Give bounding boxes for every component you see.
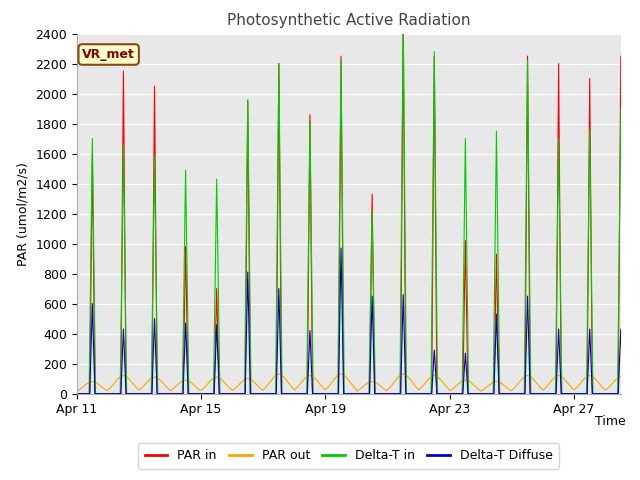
PAR out [632, 387, 639, 393]
PAR out [390, 379, 398, 385]
PAR in [276, 226, 284, 231]
Delta-T Diffuse [306, 328, 314, 334]
Delta-T in [204, 391, 212, 396]
Y-axis label: PAR (umol/m2/s): PAR (umol/m2/s) [17, 162, 29, 265]
Delta-T in [525, 191, 532, 197]
Text: VR_met: VR_met [82, 48, 135, 61]
Delta-T Diffuse [204, 391, 212, 396]
PAR out [93, 380, 100, 386]
Delta-T in [306, 118, 314, 123]
PAR in [204, 391, 212, 396]
Delta-T Diffuse [276, 338, 284, 344]
PAR in [525, 222, 532, 228]
Delta-T in [73, 391, 81, 396]
PAR out [307, 373, 314, 379]
PAR out [525, 373, 532, 379]
Legend: PAR in, PAR out, Delta-T in, Delta-T Diffuse: PAR in, PAR out, Delta-T in, Delta-T Dif… [138, 443, 559, 468]
Delta-T in [276, 192, 284, 199]
Delta-T in [632, 391, 639, 396]
Title: Photosynthetic Active Radiation: Photosynthetic Active Radiation [227, 13, 470, 28]
Delta-T Diffuse [390, 391, 398, 396]
PAR in [390, 391, 397, 396]
PAR in [399, 16, 407, 22]
PAR out [277, 372, 285, 377]
PAR out [73, 388, 81, 394]
PAR in [306, 112, 314, 118]
PAR in [93, 391, 100, 396]
PAR in [632, 391, 639, 396]
PAR out [275, 371, 283, 377]
Line: PAR in: PAR in [77, 19, 636, 394]
Line: Delta-T Diffuse: Delta-T Diffuse [77, 248, 636, 394]
Delta-T in [93, 391, 100, 396]
Delta-T in [390, 391, 397, 396]
Delta-T Diffuse [632, 391, 639, 396]
Delta-T in [399, 17, 407, 23]
Line: Delta-T in: Delta-T in [77, 20, 636, 394]
Delta-T Diffuse [525, 342, 532, 348]
PAR in [73, 391, 81, 396]
Line: PAR out: PAR out [77, 374, 636, 391]
Delta-T Diffuse [93, 391, 100, 396]
PAR out [204, 380, 212, 386]
Delta-T Diffuse [73, 391, 81, 396]
X-axis label: Time: Time [595, 415, 625, 428]
Delta-T Diffuse [337, 245, 345, 251]
